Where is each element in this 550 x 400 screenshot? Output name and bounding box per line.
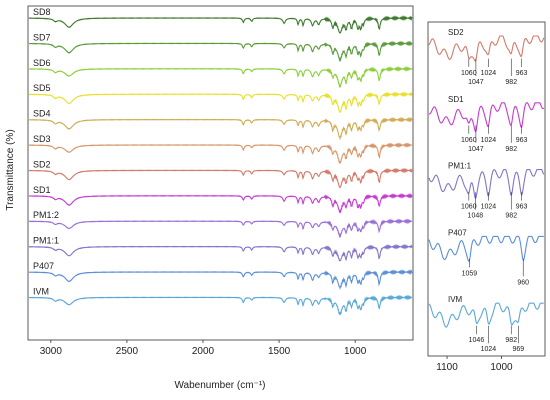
series-label-ivm: IVM <box>33 286 49 296</box>
peak-label: 1060 <box>461 137 477 144</box>
peak-label: 1060 <box>461 204 477 211</box>
inset-panel-label-pm1-1: PM1:1 <box>448 162 472 171</box>
peak-label: 963 <box>516 70 528 77</box>
peak-label: 1059 <box>462 270 478 277</box>
peak-label: 1024 <box>481 346 497 353</box>
inset-traces: SD2 1060 1047 1024 982 963 SD1 1060 1047 1024 982 9… <box>428 28 545 353</box>
series-label-sd8: SD8 <box>33 7 51 17</box>
trace-ivm <box>28 294 413 316</box>
inset-ftir-chart: SD2 1060 1047 1024 982 963 SD1 1060 1047 1024 982 9… <box>427 21 546 373</box>
inset-panel-label-ivm: IVM <box>448 295 463 304</box>
inset-panel-label-p407: P407 <box>448 228 467 237</box>
series-label-sd6: SD6 <box>33 58 51 68</box>
main-x-tick-label: 2500 <box>116 346 139 357</box>
inset-panel-label-sd1: SD1 <box>448 95 464 104</box>
peak-label: 963 <box>516 137 528 144</box>
series-label-pm1-2: PM1:2 <box>33 210 59 220</box>
inset-plot-frame <box>427 21 546 357</box>
inset-trace-p407 <box>428 235 545 262</box>
main-x-tick-label: 2000 <box>192 346 215 357</box>
series-label-sd5: SD5 <box>33 83 51 93</box>
trace-pm1-2 <box>28 218 413 239</box>
peak-label: 1024 <box>481 70 497 77</box>
trace-sd6 <box>28 65 413 89</box>
series-label-pm1-1: PM1:1 <box>33 236 59 246</box>
trace-pm1-1 <box>28 243 413 262</box>
inset-x-tick-label: 1100 <box>436 362 458 373</box>
series-label-sd3: SD3 <box>33 134 51 144</box>
trace-sd1 <box>28 192 413 214</box>
inset-trace-sd1 <box>428 102 545 133</box>
main-series-labels: SD8 SD7 SD6 SD5 SD4 SD3 SD2 SD1 PM1:2 PM1:1 P407 IV… <box>33 7 59 296</box>
peak-label: 1024 <box>481 204 497 211</box>
peak-label: 960 <box>517 279 529 286</box>
peak-label: 1046 <box>469 337 485 344</box>
main-y-axis-label: Transmittance (%) <box>5 129 16 210</box>
peak-label: 1048 <box>468 213 484 220</box>
trace-p407 <box>28 269 413 290</box>
trace-sd8 <box>28 15 413 34</box>
series-label-sd7: SD7 <box>33 32 51 42</box>
main-plot-frame <box>27 5 414 341</box>
trace-sd2 <box>28 167 413 189</box>
inset-x-tick-label: 1000 <box>490 362 513 373</box>
peak-label: 1060 <box>461 70 477 77</box>
main-x-tick-label: 1000 <box>344 346 367 357</box>
series-label-sd4: SD4 <box>33 109 51 119</box>
peak-label: 1047 <box>468 146 484 153</box>
main-x-tick-label: 3000 <box>40 346 63 357</box>
trace-sd7 <box>28 40 413 63</box>
peak-label: 969 <box>512 346 524 353</box>
peak-label: 1024 <box>481 137 497 144</box>
inset-x-ticks: 1100 1000 <box>436 356 513 373</box>
inset-panel-label-sd2: SD2 <box>448 28 464 37</box>
inset-trace-sd2 <box>428 35 545 62</box>
series-label-p407: P407 <box>33 261 54 271</box>
peak-label: 963 <box>516 204 528 211</box>
inset-trace-ivm <box>428 302 544 328</box>
trace-sd5 <box>28 91 413 113</box>
main-traces <box>28 15 413 316</box>
peak-label: 1047 <box>468 79 484 86</box>
main-x-ticks: 3000 2500 2000 1500 1000 <box>40 340 367 357</box>
peak-label: 982 <box>505 79 517 86</box>
peak-label: 982 <box>505 213 517 220</box>
main-ftir-chart: SD8 SD7 SD6 SD5 SD4 SD3 SD2 SD1 PM1:2 PM1:1 P407 IV… <box>5 5 414 391</box>
trace-sd4 <box>28 116 413 141</box>
series-label-sd2: SD2 <box>33 159 51 169</box>
trace-sd3 <box>28 142 413 164</box>
main-x-axis-label: Wabenumber (cm⁻¹) <box>174 380 265 391</box>
peak-label: 982 <box>505 337 517 344</box>
series-label-sd1: SD1 <box>33 185 51 195</box>
main-x-tick-label: 1500 <box>268 346 291 357</box>
peak-label: 982 <box>505 146 517 153</box>
inset-trace-pm1-1 <box>428 169 545 200</box>
